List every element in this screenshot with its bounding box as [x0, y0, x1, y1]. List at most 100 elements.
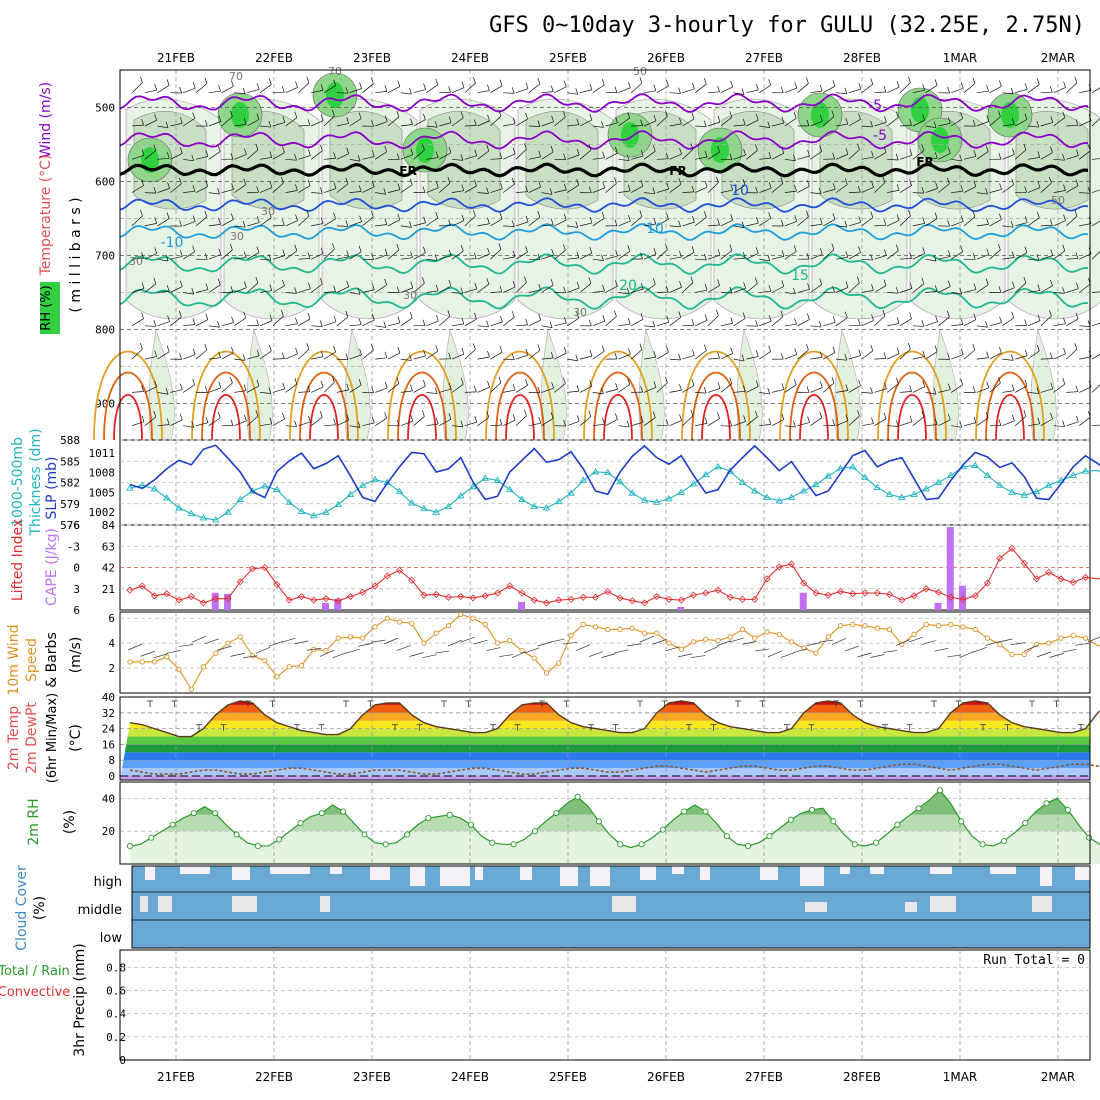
wind-barb — [797, 186, 810, 193]
wind-speed-point — [788, 639, 795, 645]
wind-barb — [259, 423, 272, 427]
wind-barb-flag — [665, 376, 668, 383]
wind-barb — [899, 154, 913, 160]
wind-barb-flag — [384, 412, 388, 419]
wind-barb — [183, 425, 194, 428]
wind-barb — [784, 158, 796, 162]
wind-barb — [874, 152, 887, 160]
wind-barb — [707, 285, 720, 293]
wind-barb-flag — [1036, 120, 1040, 128]
wind-barb — [605, 316, 617, 327]
wind-barb-flag — [729, 377, 733, 384]
contour-label: -5 — [868, 98, 882, 114]
wind-barb-flag — [870, 253, 873, 261]
wind-barb-flag — [896, 214, 900, 221]
wind-barb — [759, 321, 772, 327]
wind-barb — [349, 118, 362, 127]
wind-barb-flag — [1063, 214, 1066, 221]
wind-barb-flag — [396, 244, 400, 251]
wind-barb-flag — [218, 218, 221, 225]
temp-line — [129, 700, 1100, 738]
wind-barb-flag — [947, 177, 950, 184]
wind-barb-flag — [639, 77, 643, 84]
wind-barb — [349, 384, 362, 393]
wind-barb — [938, 153, 951, 160]
wind-barb — [375, 151, 387, 160]
wind-barb-flag — [960, 378, 964, 386]
wind-barb-flag — [780, 177, 784, 184]
wind-barb — [656, 218, 669, 227]
wind-barb — [592, 290, 605, 293]
wind-barb — [682, 118, 695, 127]
wind-barb-flag — [563, 377, 566, 384]
rh2m-point — [872, 839, 880, 846]
surface-wind-barb — [447, 639, 463, 647]
thickness-point — [763, 493, 771, 500]
warm-isotherm — [887, 371, 937, 441]
wind-barb — [810, 284, 822, 293]
wind-barb-flag — [986, 115, 990, 122]
li-point — [738, 595, 747, 603]
wind-barb — [490, 115, 502, 127]
wind-barb-flag — [665, 110, 668, 117]
wind-barb-flag — [397, 183, 401, 190]
wind-barb-flag — [653, 114, 657, 122]
wind-barb — [285, 250, 298, 260]
wind-speed-point — [458, 611, 464, 618]
wind-barb — [567, 358, 578, 362]
bottom-day-labels: 21FEB 22FEB 23FEB 24FEB 25FEB 26FEB 27FEB 28FEB… — [157, 1070, 1075, 1084]
wind-barb-flag — [422, 410, 425, 417]
wind-barb — [707, 121, 721, 127]
wind-barb-flag — [703, 78, 707, 85]
slp-tick: 1002 — [89, 506, 116, 519]
li-point — [420, 591, 428, 599]
wind-barb — [1015, 88, 1028, 94]
wind-barb — [823, 188, 836, 193]
wind-barb — [157, 351, 170, 360]
thickness-point — [346, 490, 355, 497]
li-point — [530, 596, 538, 604]
wind-barb-flag — [550, 218, 554, 225]
wind-barb-flag — [858, 216, 862, 223]
wind-speed-point — [556, 660, 562, 666]
wind-barb — [515, 88, 529, 94]
wind-barb-flag — [755, 114, 759, 121]
wind-barb — [1053, 353, 1066, 360]
wind-barb-flag — [972, 119, 976, 127]
wind-speed-point — [862, 623, 868, 629]
li-point — [885, 590, 894, 598]
wind-barb — [746, 89, 759, 94]
wind-barb-flag — [832, 152, 835, 160]
wind-barb — [362, 83, 374, 93]
top-day-label: 27FEB — [745, 51, 783, 65]
wind-barb-flag — [1049, 310, 1052, 317]
rh2m-point — [297, 819, 304, 827]
wind-barb-flag — [409, 311, 413, 319]
wind-barb — [1002, 92, 1014, 95]
wind-barb-flag — [166, 212, 170, 219]
wind-barb-flag — [371, 253, 374, 260]
wind-barb-flag — [460, 244, 464, 252]
wind-barb — [259, 392, 271, 394]
wind-barb-flag — [551, 382, 554, 389]
thickness-point — [799, 487, 808, 494]
wind-barb — [643, 192, 655, 195]
wind-barb-flag — [844, 178, 848, 185]
wind-barb-flag — [1062, 287, 1065, 294]
thickness-point — [150, 485, 159, 492]
wind-barb — [656, 249, 668, 260]
label-rh: RH (%) — [39, 285, 54, 330]
contour-label: 50 — [633, 65, 647, 78]
wind-barb — [247, 119, 260, 127]
surface-wind-barb — [1075, 642, 1090, 646]
warm-isotherm — [495, 371, 545, 441]
li-point — [579, 593, 587, 601]
wind-barb-flag — [999, 183, 1002, 190]
wind-barb-flag — [1010, 354, 1014, 361]
warm-isotherm — [485, 350, 555, 441]
wind-barb — [567, 287, 580, 293]
thickness-point — [787, 493, 796, 500]
wind-barb-flag — [179, 353, 182, 360]
wind-barb — [925, 125, 937, 129]
wind-barb — [400, 225, 412, 228]
